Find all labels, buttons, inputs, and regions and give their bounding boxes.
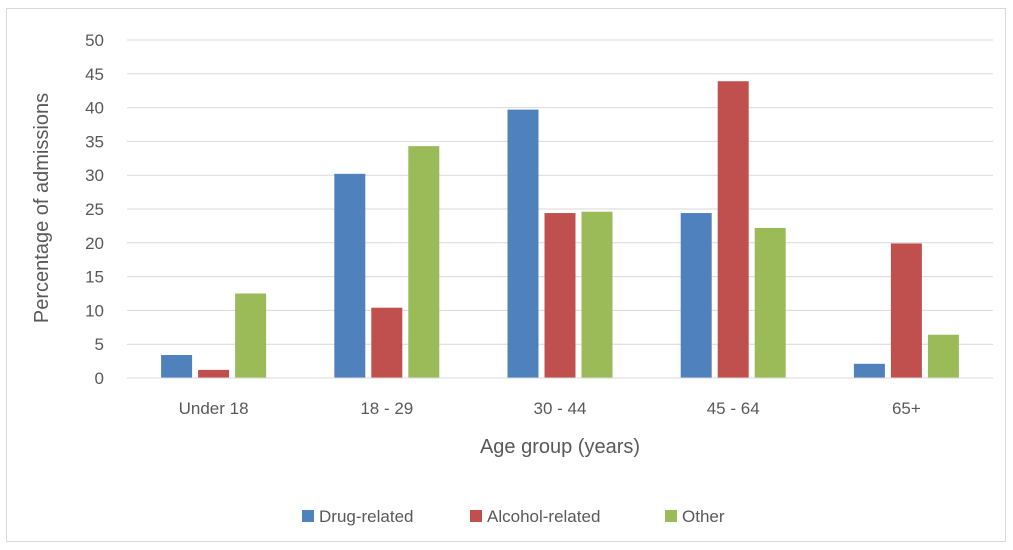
legend-swatch <box>302 510 314 522</box>
x-axis-ticks: Under 18 18 - 29 30 - 44 45 - 64 65+ <box>179 399 921 418</box>
bar <box>581 211 613 378</box>
y-tick-label: 30 <box>85 166 104 185</box>
y-tick-label: 15 <box>85 268 104 287</box>
y-tick-label: 40 <box>85 99 104 118</box>
y-tick-label: 50 <box>85 31 104 50</box>
gridlines <box>127 39 993 345</box>
legend-label: Other <box>682 507 725 526</box>
legend-label: Drug-related <box>319 507 414 526</box>
y-tick-label: 0 <box>95 369 104 388</box>
bars <box>161 81 959 379</box>
bar <box>853 363 885 378</box>
bar <box>717 81 749 379</box>
legend-swatch <box>470 510 482 522</box>
bar <box>890 243 922 378</box>
x-tick-label: 18 - 29 <box>360 399 413 418</box>
bar <box>408 146 440 378</box>
legend-label: Alcohol-related <box>487 507 600 526</box>
legend: Drug-related Alcohol-related Other <box>302 507 725 526</box>
legend-swatch <box>665 510 677 522</box>
y-axis-ticks: 0 5 10 15 20 25 30 35 40 45 50 <box>85 31 104 388</box>
bar <box>927 334 959 378</box>
x-tick-label: 30 - 44 <box>534 399 587 418</box>
bar <box>161 355 193 378</box>
bar <box>235 293 267 378</box>
x-tick-label: 45 - 64 <box>707 399 760 418</box>
bar <box>754 227 786 378</box>
bar <box>680 213 712 378</box>
bar <box>334 173 366 378</box>
bar <box>371 307 403 378</box>
bar <box>544 213 576 378</box>
y-tick-label: 20 <box>85 234 104 253</box>
y-tick-label: 10 <box>85 301 104 320</box>
y-tick-label: 5 <box>95 335 104 354</box>
y-tick-label: 25 <box>85 200 104 219</box>
y-tick-label: 35 <box>85 132 104 151</box>
x-tick-label: Under 18 <box>179 399 249 418</box>
y-tick-label: 45 <box>85 65 104 84</box>
bar <box>507 109 539 379</box>
bar <box>198 369 230 378</box>
x-axis-title: Age group (years) <box>480 436 640 458</box>
x-tick-label: 65+ <box>892 399 921 418</box>
chart-frame <box>6 8 1006 542</box>
y-axis-title: Percentage of admissions <box>31 93 53 323</box>
